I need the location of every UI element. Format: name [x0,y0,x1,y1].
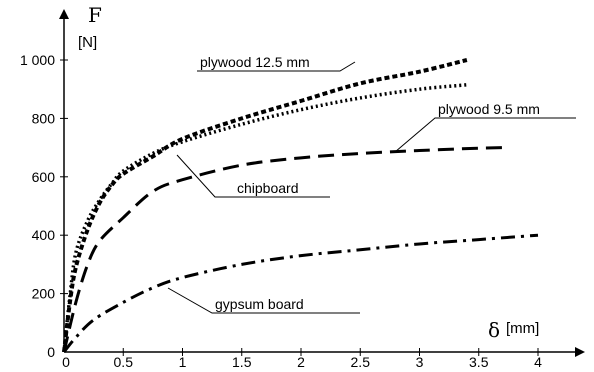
leader-chipboard [176,154,330,198]
label-gypsum-board: gypsum board [215,296,304,312]
x-tick-label: 3.5 [469,354,489,370]
annotation-leaders [167,61,576,314]
leader-gypsum-board [167,287,360,314]
series-layer [62,58,539,353]
label-plywood-9-5: plywood 9.5 mm [438,101,540,117]
y-tick-label: 1 000 [20,52,55,68]
series-line-chipboard [62,146,509,353]
x-tick-label: 4 [534,354,542,370]
x-axis-unit: [mm] [506,320,539,337]
x-tick-label: 2 [297,354,305,370]
x-tick-label: 0 [62,354,70,370]
y-tick-label: 600 [32,169,56,185]
x-tick-label: 0.5 [114,354,134,370]
label-chipboard: chipboard [237,180,299,196]
y-tick-label: 0 [47,344,55,360]
y-axis-symbol: F [88,3,102,27]
x-ticks: 0 0.5 1 1.5 2 2.5 3 3.5 4 [62,348,542,370]
y-tick-label: 400 [32,227,56,243]
label-plywood-12-5: plywood 12.5 mm [200,54,310,70]
series-line-gypsum-board [62,233,539,353]
series-line-plywood-9-5-mm [62,83,468,353]
y-axis-unit: [N] [78,34,97,51]
x-tick-label: 2.5 [351,354,371,370]
x-tick-label: 1.5 [232,354,252,370]
x-tick-label: 3 [416,354,424,370]
series-line-plywood-12-5-mm [62,58,468,353]
x-tick-label: 1 [179,354,187,370]
y-tick-label: 200 [32,286,56,302]
y-ticks: 0 200 400 600 800 1 000 [20,52,68,360]
x-axis-symbol: δ [488,318,500,342]
leader-plywood-12-5 [197,61,356,72]
y-tick-label: 800 [32,110,56,126]
leader-plywood-9-5 [394,117,576,153]
